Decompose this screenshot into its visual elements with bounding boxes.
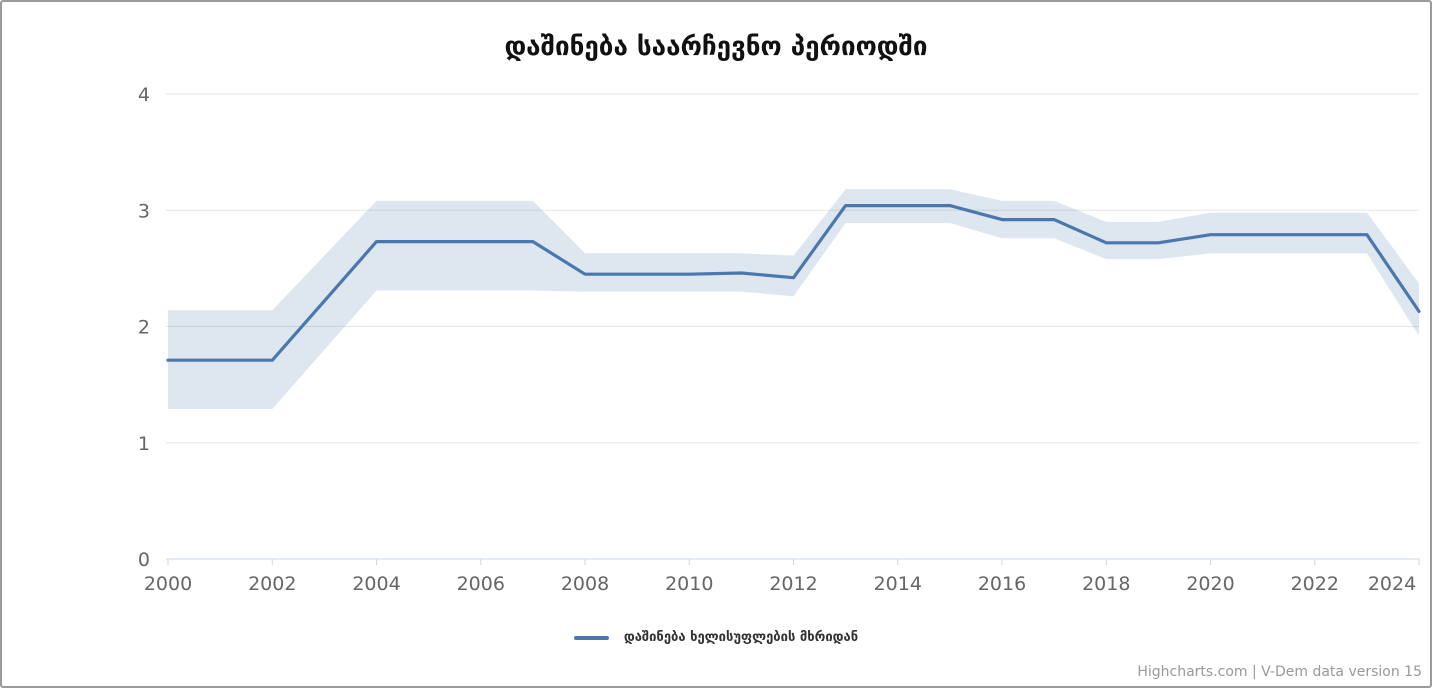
x-axis-label-2002: 2002 (248, 573, 296, 595)
y-axis-label-0: 0 (138, 549, 150, 571)
x-axis-label-2000: 2000 (144, 573, 192, 595)
x-axis-label-2018: 2018 (1082, 573, 1130, 595)
x-axis-label-2016: 2016 (978, 573, 1026, 595)
x-axis-label-2008: 2008 (561, 573, 609, 595)
x-axis-label-2020: 2020 (1186, 573, 1234, 595)
y-axis-label-2: 2 (138, 317, 150, 339)
x-axis-label-2004: 2004 (352, 573, 400, 595)
x-axis-label-2010: 2010 (665, 573, 713, 595)
x-axis-label-2014: 2014 (874, 573, 922, 595)
credits: Highcharts.com | V-Dem data version 15 (1137, 664, 1422, 680)
x-axis-label-2024: 2024 (1368, 573, 1416, 595)
chart-title: დაშინება საარჩევნო პერიოდში (504, 32, 928, 62)
x-axis-label-2022: 2022 (1291, 573, 1339, 595)
y-axis-label-4: 4 (138, 84, 150, 106)
x-axis-label-2012: 2012 (769, 573, 817, 595)
highcharts-credit-link[interactable]: Highcharts.com (1137, 664, 1248, 680)
legend-label: დაშინება ხელისუფლების მხრიდან (623, 630, 859, 645)
confidence-band (168, 189, 1419, 409)
data-line[interactable] (166, 204, 1421, 362)
y-axis-label-1: 1 (138, 433, 150, 455)
legend-item[interactable]: დაშინება ხელისუფლების მხრიდან (2, 630, 1430, 645)
credits-text: | V-Dem data version 15 (1247, 664, 1422, 680)
legend-line-marker (573, 635, 609, 640)
x-axis-label-2006: 2006 (457, 573, 505, 595)
y-axis-label-3: 3 (138, 200, 150, 222)
